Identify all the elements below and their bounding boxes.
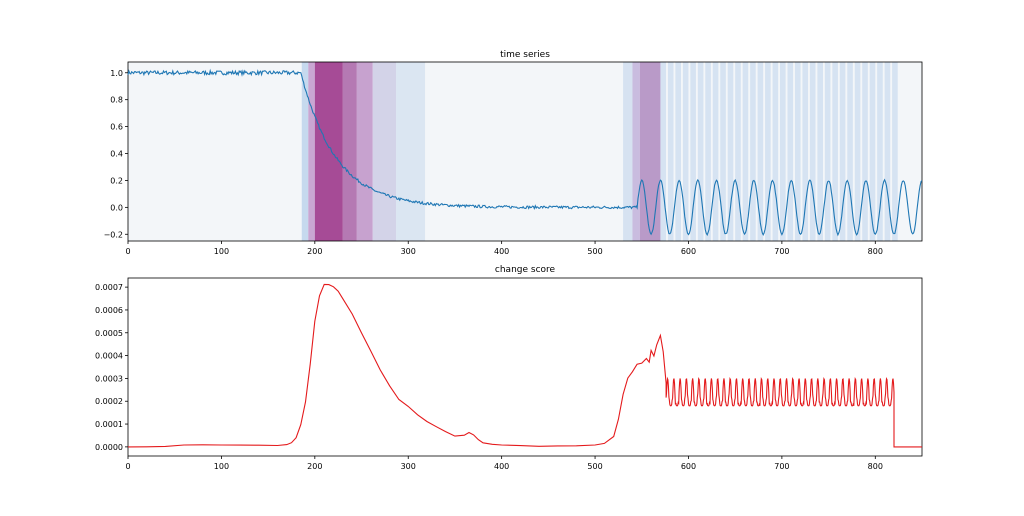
x-axis-ticks: 0 100 200 300 400 500 600 700 800	[125, 241, 883, 256]
shaded-stripe	[884, 62, 891, 241]
shaded-stripe	[817, 62, 823, 241]
shaded-stripe	[660, 62, 667, 241]
shaded-region	[342, 62, 357, 241]
shaded-stripe	[727, 62, 734, 241]
shaded-region	[356, 62, 373, 241]
x-tick-label: 500	[587, 247, 602, 256]
series-line	[127, 283, 922, 448]
shaded-stripe	[839, 62, 846, 241]
x-tick-label: 400	[494, 462, 509, 471]
shaded-stripe	[780, 62, 786, 241]
shaded-stripe	[690, 62, 696, 241]
shaded-stripe	[667, 62, 674, 241]
shaded-stripe	[832, 62, 838, 241]
series-lines	[127, 283, 922, 448]
y-tick-label: 0.0004	[95, 352, 123, 361]
shaded-stripe	[824, 62, 831, 241]
x-tick-label: 500	[587, 462, 602, 471]
shaded-stripe	[712, 62, 719, 241]
shaded-stripe	[765, 62, 771, 241]
y-tick-label: 0.0	[110, 203, 123, 212]
x-tick-label: 300	[401, 247, 416, 256]
x-tick-label: 200	[307, 247, 322, 256]
shaded-stripe	[705, 62, 711, 241]
series-lines	[127, 68, 923, 237]
plot-area-frame	[127, 61, 923, 242]
y-tick-label: 0.6	[110, 123, 123, 132]
time-series-chart: time series 0 100 200 300 400 500 600 700 800 −0…	[104, 50, 923, 256]
shaded-stripe	[787, 62, 794, 241]
x-tick-label: 200	[307, 462, 322, 471]
y-tick-label: 0.0006	[95, 306, 123, 315]
x-tick-label: 100	[214, 247, 229, 256]
chart-title: change score	[495, 265, 556, 275]
shaded-stripe	[847, 62, 853, 241]
x-tick-label: 100	[214, 462, 229, 471]
y-tick-label: 1.0	[110, 69, 123, 78]
shaded-stripe	[854, 62, 861, 241]
x-tick-label: 400	[494, 247, 509, 256]
shaded-stripe	[892, 62, 898, 241]
change-score-chart: change score 0 100 200 300 400 500 600 700 800 0…	[95, 265, 923, 471]
y-tick-label: 0.2	[110, 176, 123, 185]
shaded-region	[639, 62, 661, 241]
y-axis-ticks: 0.0000 0.0001 0.0002 0.0003 0.0004 0.0005 0.00…	[95, 283, 128, 452]
shaded-stripe	[675, 62, 681, 241]
y-tick-label: −0.2	[104, 230, 123, 239]
shaded-stripe	[869, 62, 876, 241]
shaded-stripe	[720, 62, 726, 241]
shaded-stripe	[877, 62, 883, 241]
x-tick-label: 600	[681, 247, 696, 256]
y-tick-label: 0.0007	[95, 283, 123, 292]
shaded-region	[623, 62, 633, 241]
x-axis-ticks: 0 100 200 300 400 500 600 700 800	[125, 456, 883, 471]
shaded-region	[314, 62, 343, 241]
y-tick-label: 0.0001	[95, 420, 123, 429]
y-axis-ticks: −0.2 0.0 0.2 0.4 0.6 0.8 1.0	[104, 69, 128, 239]
shaded-region	[396, 62, 426, 241]
x-tick-label: 300	[401, 462, 416, 471]
shaded-region	[301, 62, 309, 241]
shaded-stripe	[682, 62, 689, 241]
x-tick-label: 800	[868, 247, 883, 256]
shaded-region	[308, 62, 315, 241]
y-tick-label: 0.4	[110, 150, 123, 159]
series-line	[127, 68, 923, 237]
x-tick-label: 0	[125, 462, 130, 471]
shaded-stripe	[757, 62, 764, 241]
x-tick-label: 800	[868, 462, 883, 471]
y-tick-label: 0.8	[110, 96, 123, 105]
shaded-stripe	[809, 62, 816, 241]
y-tick-label: 0.0000	[95, 443, 123, 452]
shaded-region	[632, 62, 640, 241]
shaded-stripe	[697, 62, 704, 241]
y-tick-label: 0.0003	[95, 374, 123, 383]
shaded-stripe	[772, 62, 779, 241]
x-tick-label: 700	[774, 247, 789, 256]
y-tick-label: 0.0005	[95, 329, 123, 338]
shaded-stripe	[802, 62, 809, 241]
plot-area-frame	[127, 277, 923, 457]
change-point-shaded-regions	[128, 62, 922, 241]
shaded-stripe	[794, 62, 801, 241]
x-tick-label: 0	[125, 247, 130, 256]
shaded-stripe	[735, 62, 741, 241]
shaded-stripe	[862, 62, 868, 241]
chart-title: time series	[500, 50, 550, 60]
x-tick-label: 700	[774, 462, 789, 471]
x-tick-label: 600	[681, 462, 696, 471]
shaded-stripe	[750, 62, 756, 241]
shaded-stripe	[742, 62, 749, 241]
y-tick-label: 0.0002	[95, 397, 123, 406]
shaded-region	[372, 62, 397, 241]
